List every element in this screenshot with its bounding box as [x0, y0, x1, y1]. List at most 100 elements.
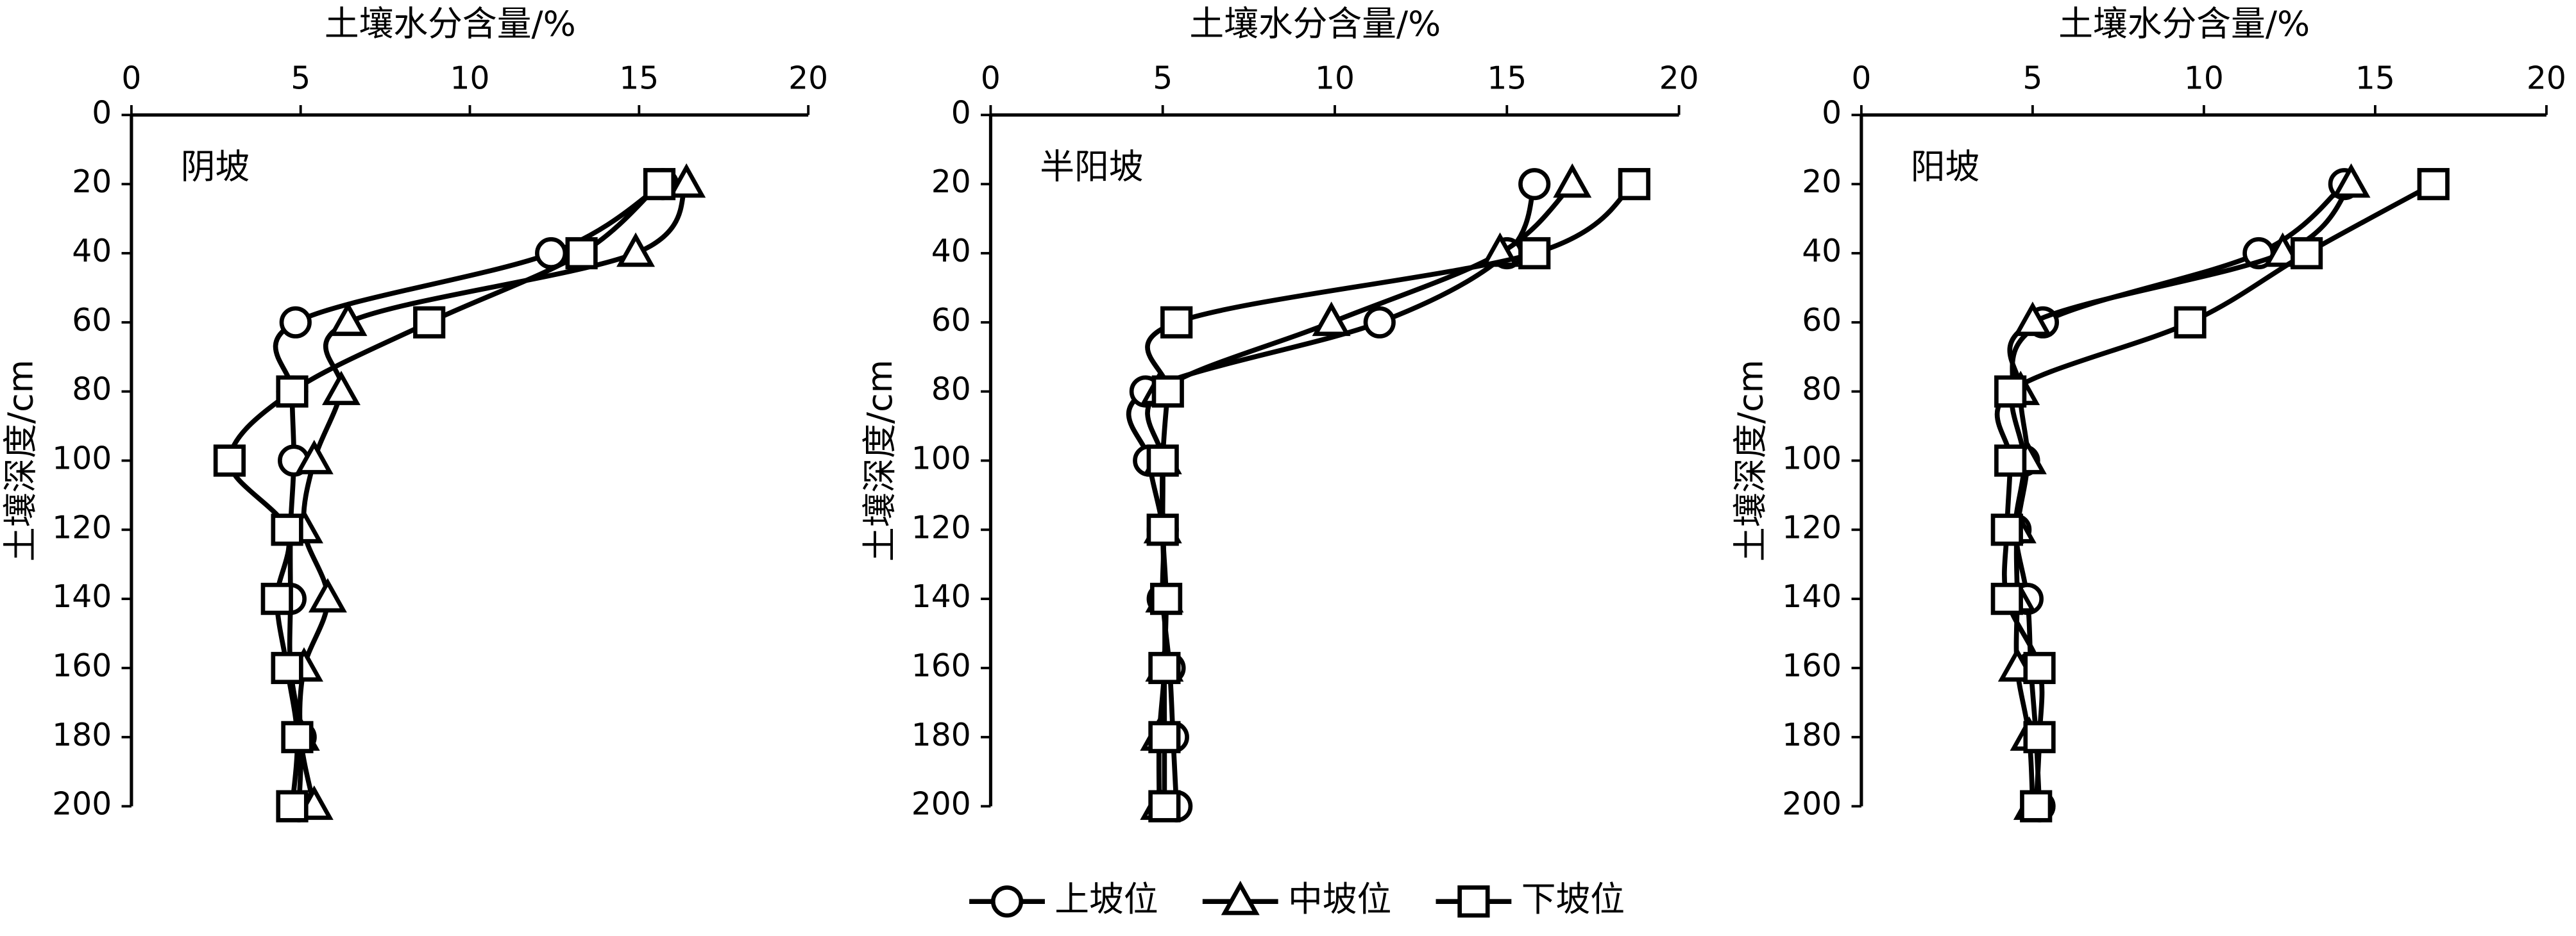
panel: 0 5 10 15 20020406080100120140160180200土壤水分含… [1730, 4, 2566, 823]
y-tick-label: 80 [1802, 372, 1842, 408]
y-tick-label: 120 [52, 510, 112, 546]
series-line [1145, 182, 1574, 806]
marker-square [1160, 306, 1193, 338]
panel: 0 5 10 15 20020406080100120140160180200土壤水分含… [0, 4, 828, 823]
marker-circle [279, 306, 312, 338]
marker-square [413, 306, 446, 338]
y-axis-label: 土壤深度/cm [860, 360, 900, 562]
legend-label: 上坡位 [1055, 879, 1158, 919]
y-tick-label: 140 [911, 579, 971, 615]
marker-square [1148, 721, 1181, 753]
marker-triangle [1553, 163, 1592, 198]
x-tick-label: 10 [450, 61, 490, 97]
marker-square [1994, 375, 2027, 408]
marker-circle [1518, 168, 1551, 201]
marker-triangle [1221, 880, 1260, 915]
x-tick-label: 15 [2355, 61, 2395, 97]
y-tick-label: 20 [931, 164, 971, 200]
series [1126, 168, 1551, 823]
marker-square [1994, 444, 2027, 477]
marker-circle [990, 885, 1024, 918]
marker-square [2020, 790, 2053, 823]
y-tick-label: 180 [1782, 717, 1842, 753]
x-tick-label: 20 [2527, 61, 2566, 97]
series [213, 168, 676, 823]
series-line [1145, 182, 1636, 806]
marker-square [1146, 444, 1179, 477]
marker-triangle [2013, 301, 2052, 337]
x-tick-label: 5 [291, 61, 310, 97]
x-axis-label: 土壤水分含量/% [2058, 4, 2310, 44]
panel-title: 阴坡 [181, 146, 250, 187]
marker-square [2417, 168, 2450, 201]
marker-triangle [308, 578, 347, 613]
panel: 0 5 10 15 20020406080100120140160180200土壤水分含… [860, 4, 1699, 823]
marker-triangle [294, 440, 334, 474]
y-tick-label: 180 [911, 717, 971, 753]
marker-square [2290, 237, 2323, 270]
y-tick-label: 160 [911, 648, 971, 684]
y-tick-label: 160 [1782, 648, 1842, 684]
y-tick-label: 100 [1782, 440, 1842, 476]
series [1145, 168, 1650, 823]
marker-square [2023, 651, 2056, 685]
x-tick-label: 20 [1659, 61, 1699, 97]
y-tick-label: 20 [1802, 164, 1842, 200]
legend-label: 中坡位 [1288, 879, 1391, 919]
marker-square [276, 375, 309, 408]
x-tick-label: 10 [1315, 61, 1355, 97]
marker-square [1148, 790, 1181, 823]
y-tick-label: 200 [52, 787, 112, 823]
series-line [273, 181, 665, 806]
y-axis-label: 土壤深度/cm [1730, 360, 1770, 562]
x-axis-label: 土壤水分含量/% [1189, 4, 1441, 44]
marker-triangle [616, 232, 656, 267]
y-tick-label: 160 [52, 648, 112, 684]
y-tick-label: 0 [92, 95, 112, 131]
y-tick-label: 40 [1802, 233, 1842, 269]
legend-label: 下坡位 [1521, 879, 1625, 919]
marker-square [260, 583, 293, 615]
y-tick-label: 60 [931, 303, 971, 338]
y-tick-label: 200 [1782, 787, 1842, 823]
marker-square [1457, 885, 1490, 918]
marker-triangle [667, 163, 706, 198]
series-line [2009, 182, 2346, 806]
marker-square [1146, 514, 1179, 546]
y-tick-label: 100 [911, 440, 971, 476]
y-tick-label: 0 [1822, 95, 1842, 131]
marker-square [2174, 306, 2207, 338]
y-tick-label: 140 [52, 579, 112, 615]
x-tick-label: 15 [1487, 61, 1527, 97]
marker-square [271, 651, 303, 685]
legend: 上坡位 中坡位 下坡位 [969, 879, 1625, 919]
marker-square [565, 237, 598, 270]
y-tick-label: 60 [72, 303, 112, 338]
marker-square [1148, 651, 1181, 685]
marker-square [643, 168, 676, 201]
series-line [1126, 183, 1537, 806]
series-line [297, 182, 689, 807]
y-tick-label: 140 [1782, 579, 1842, 615]
panel-title: 半阳坡 [1040, 146, 1143, 187]
x-tick-label: 20 [788, 61, 828, 97]
marker-triangle [2263, 232, 2302, 267]
marker-triangle [322, 371, 361, 405]
y-tick-label: 20 [72, 164, 112, 200]
x-tick-label: 5 [2022, 61, 2042, 97]
x-axis-label: 土壤水分含量/% [325, 4, 576, 44]
x-tick-label: 15 [619, 61, 659, 97]
marker-square [2023, 721, 2056, 753]
marker-square [1990, 514, 2023, 546]
series-line [1994, 181, 2435, 806]
y-tick-label: 60 [1802, 303, 1842, 338]
y-tick-label: 40 [931, 233, 971, 269]
marker-square [1618, 168, 1650, 201]
marker-square [1990, 583, 2023, 615]
marker-square [213, 444, 246, 477]
panel-title: 阳坡 [1911, 146, 1980, 187]
marker-square [276, 790, 309, 823]
y-tick-label: 80 [72, 372, 112, 408]
